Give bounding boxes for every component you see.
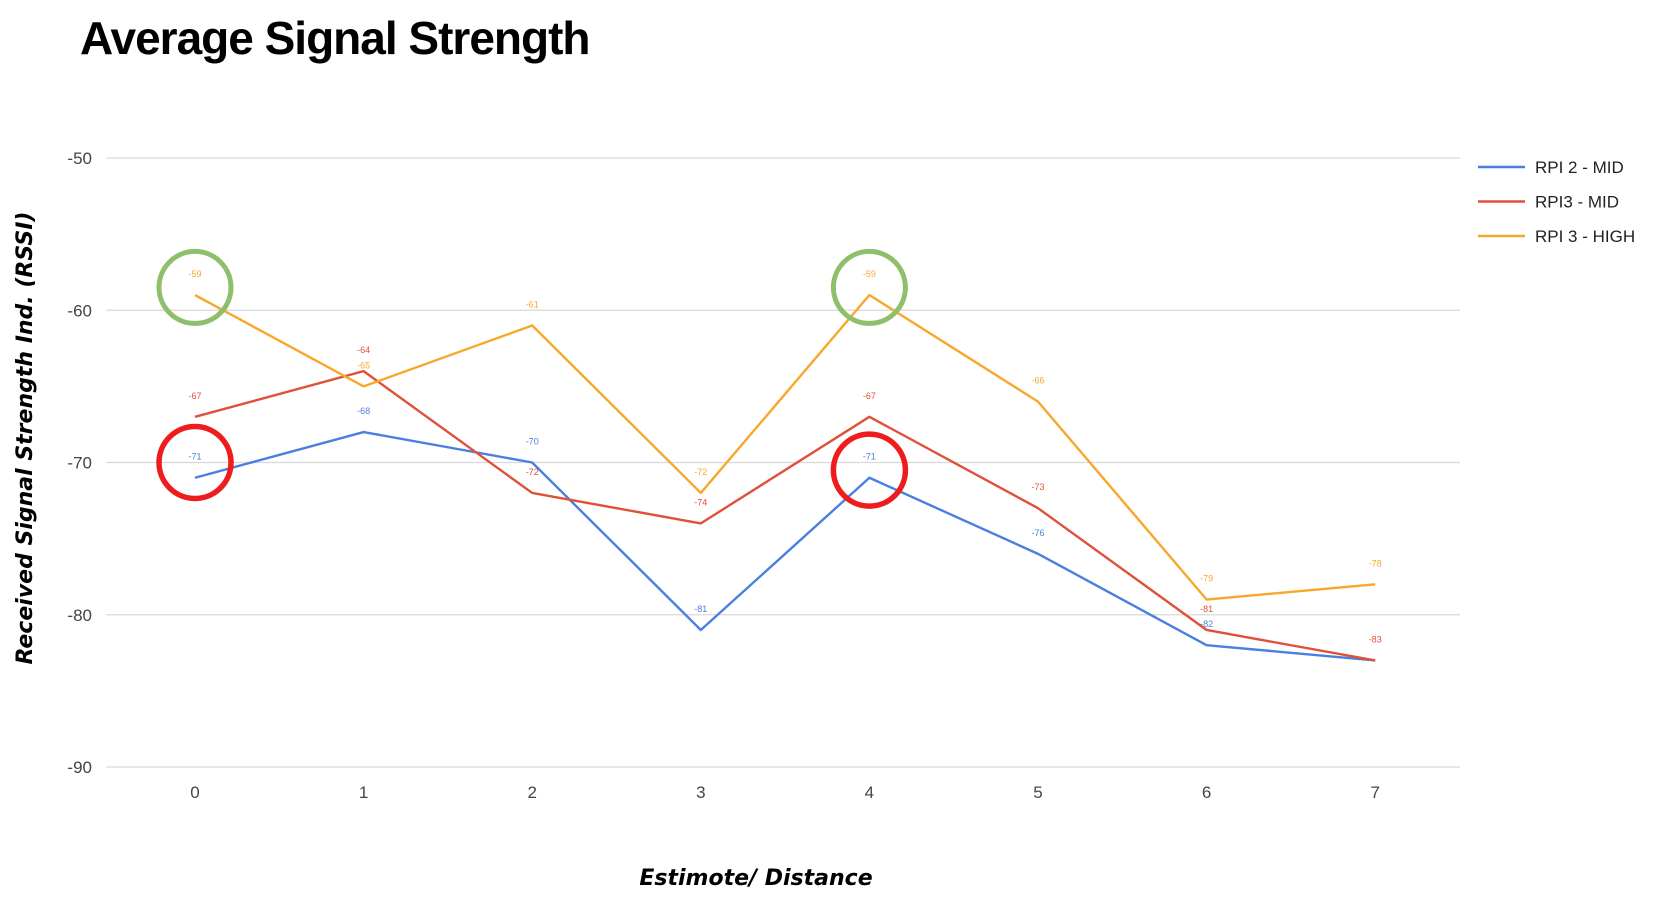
data-label: -67 xyxy=(188,391,201,401)
data-label: -79 xyxy=(1200,574,1213,584)
x-tick-label: 4 xyxy=(865,783,874,802)
data-label: -71 xyxy=(863,452,876,462)
series-line-1 xyxy=(194,430,1376,662)
legend-label: RPI3 - MID xyxy=(1535,193,1619,212)
x-axis-ticks: 0 1 2 3 4 5 6 7 xyxy=(190,783,1380,802)
data-label: -73 xyxy=(1031,482,1044,492)
data-label: -82 xyxy=(1200,619,1213,629)
legend-label: RPI 3 - HIGH xyxy=(1535,227,1635,246)
data-label: -72 xyxy=(694,467,707,477)
annotation-circle xyxy=(830,248,908,326)
data-label: -59 xyxy=(188,269,201,279)
y-tick-label: -70 xyxy=(67,454,92,473)
data-label: -67 xyxy=(863,391,876,401)
series-line-3 xyxy=(194,293,1376,601)
annotation-circle xyxy=(830,431,909,509)
annotation-circle xyxy=(156,423,234,502)
annotation-circle xyxy=(156,248,234,326)
x-tick-label: 3 xyxy=(696,783,705,802)
data-label: -66 xyxy=(1031,376,1044,386)
x-tick-label: 5 xyxy=(1033,783,1042,802)
data-label: -65 xyxy=(357,360,370,370)
data-label: -64 xyxy=(357,345,370,355)
data-label: -61 xyxy=(526,299,539,309)
data-label: -59 xyxy=(863,269,876,279)
legend-label: RPI 2 - MID xyxy=(1535,158,1624,177)
y-axis-ticks: -50 -60 -70 -80 -90 xyxy=(67,149,92,777)
data-label: -81 xyxy=(1200,604,1213,614)
y-tick-label: -60 xyxy=(67,301,92,320)
gridlines xyxy=(106,157,1460,768)
series-line-2 xyxy=(194,369,1376,662)
x-axis-title: Estimote/ Distance xyxy=(639,866,872,891)
x-tick-label: 6 xyxy=(1202,783,1211,802)
data-label: -78 xyxy=(1369,558,1382,568)
x-tick-label: 2 xyxy=(527,783,536,802)
y-axis-title: Received Signal Strength Ind. (RSSI) xyxy=(13,212,38,665)
data-label: -83 xyxy=(1369,634,1382,644)
data-label: -81 xyxy=(694,604,707,614)
x-tick-label: 7 xyxy=(1370,783,1379,802)
data-labels: -71 -68 -70 -81 -71 -76 -82 -67 -64 -72 -74 -67 -73 -… xyxy=(188,269,1381,644)
data-label: -71 xyxy=(188,452,201,462)
data-label: -68 xyxy=(357,406,370,416)
data-label: -74 xyxy=(694,497,707,507)
annotations xyxy=(156,248,909,509)
y-tick-label: -90 xyxy=(67,758,92,777)
data-label: -70 xyxy=(526,437,539,447)
legend: RPI 2 - MID RPI3 - MID RPI 3 - HIGH xyxy=(1478,158,1635,246)
y-tick-label: -50 xyxy=(67,149,92,168)
data-label: -72 xyxy=(526,467,539,477)
chart-title: Average Signal Strength xyxy=(80,12,590,64)
x-tick-label: 1 xyxy=(359,783,368,802)
data-label: -76 xyxy=(1031,528,1044,538)
y-tick-label: -80 xyxy=(67,606,92,625)
x-tick-label: 0 xyxy=(190,783,199,802)
series-lines xyxy=(194,293,1376,662)
